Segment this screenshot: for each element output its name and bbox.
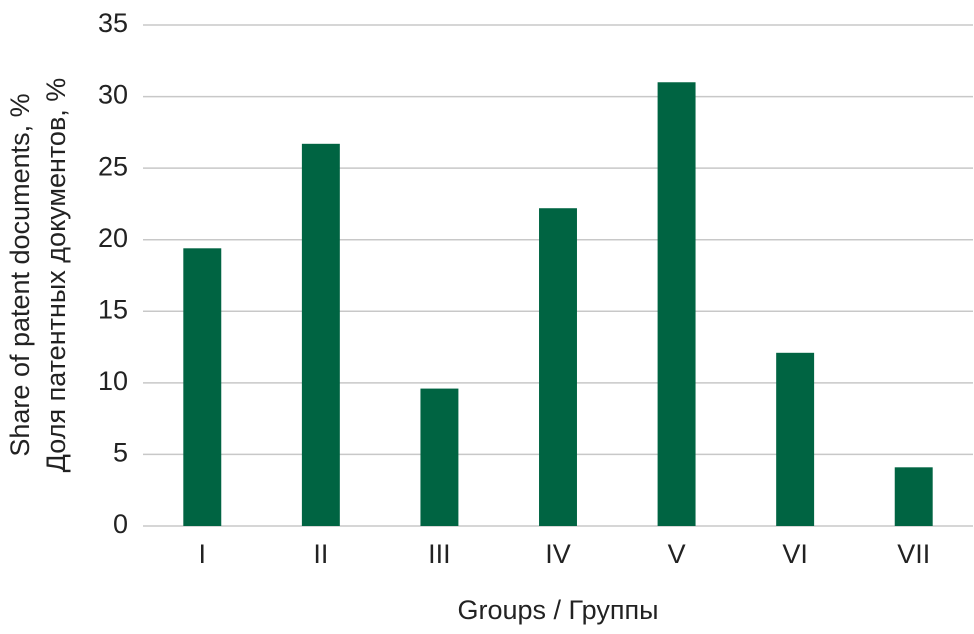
bar	[539, 208, 577, 527]
bar	[183, 248, 222, 526]
y-tick-label: 25	[98, 151, 128, 181]
y-tick-label: 5	[113, 438, 128, 468]
x-tick-label: VI	[782, 539, 808, 569]
x-axis-title: Groups / Группы	[457, 595, 658, 625]
y-tick-label: 30	[98, 80, 128, 110]
x-tick-label: II	[313, 539, 328, 569]
bar	[657, 82, 696, 526]
x-tick-label: V	[668, 539, 686, 569]
x-tick-label: VII	[897, 539, 930, 569]
bar	[776, 352, 815, 526]
y-tick-label: 15	[98, 294, 128, 324]
y-axis-title: Share of patent documents, %	[5, 93, 35, 456]
x-tick-label: III	[428, 539, 451, 569]
bar	[894, 467, 933, 526]
x-tick-label: IV	[545, 539, 571, 569]
bar	[420, 388, 459, 526]
y-tick-label: 35	[98, 8, 128, 38]
y-axis-title: Доля патентных документов, %	[41, 78, 71, 473]
y-tick-label: 20	[98, 223, 128, 253]
bar	[301, 143, 340, 526]
y-tick-label: 10	[98, 366, 128, 396]
y-tick-label: 0	[113, 509, 128, 539]
x-tick-label: I	[199, 539, 207, 569]
